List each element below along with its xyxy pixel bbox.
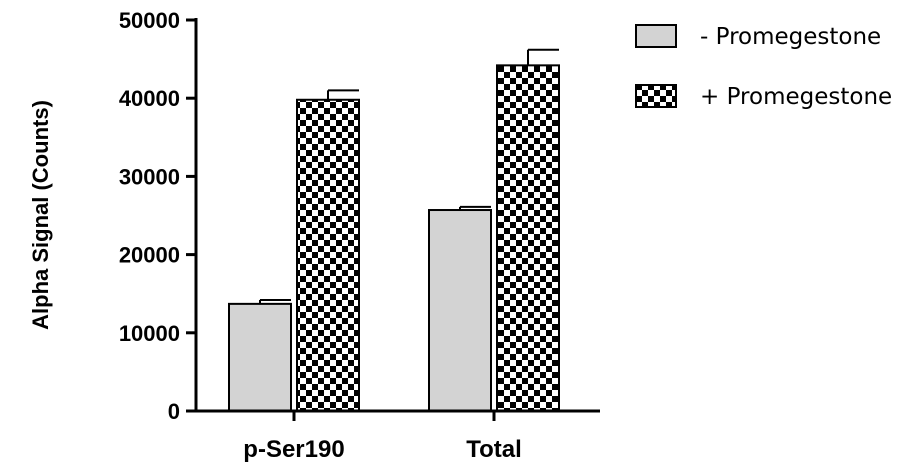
x-tick-label: p-Ser190 <box>243 436 344 463</box>
bar-p-ser190-series-0 <box>228 302 292 412</box>
legend-swatch <box>635 24 677 48</box>
bar-total-series-1 <box>496 64 560 413</box>
y-tick-label: 10000 <box>119 321 180 346</box>
x-tick-label: Total <box>466 436 522 463</box>
legend-label: + Promegestone <box>700 84 892 110</box>
y-tick-label: 40000 <box>119 86 180 111</box>
y-tick-label: 0 <box>168 399 180 424</box>
bar-p-ser190-series-1 <box>296 98 360 412</box>
y-tick-label: 50000 <box>119 8 180 33</box>
y-axis-title: Alpha Signal (Counts) <box>28 100 53 330</box>
legend-swatch <box>635 84 677 108</box>
y-tick-label: 20000 <box>119 243 180 268</box>
legend-label: - Promegestone <box>700 24 881 50</box>
y-tick-label: 30000 <box>119 164 180 189</box>
bar-total-series-0 <box>428 209 492 412</box>
